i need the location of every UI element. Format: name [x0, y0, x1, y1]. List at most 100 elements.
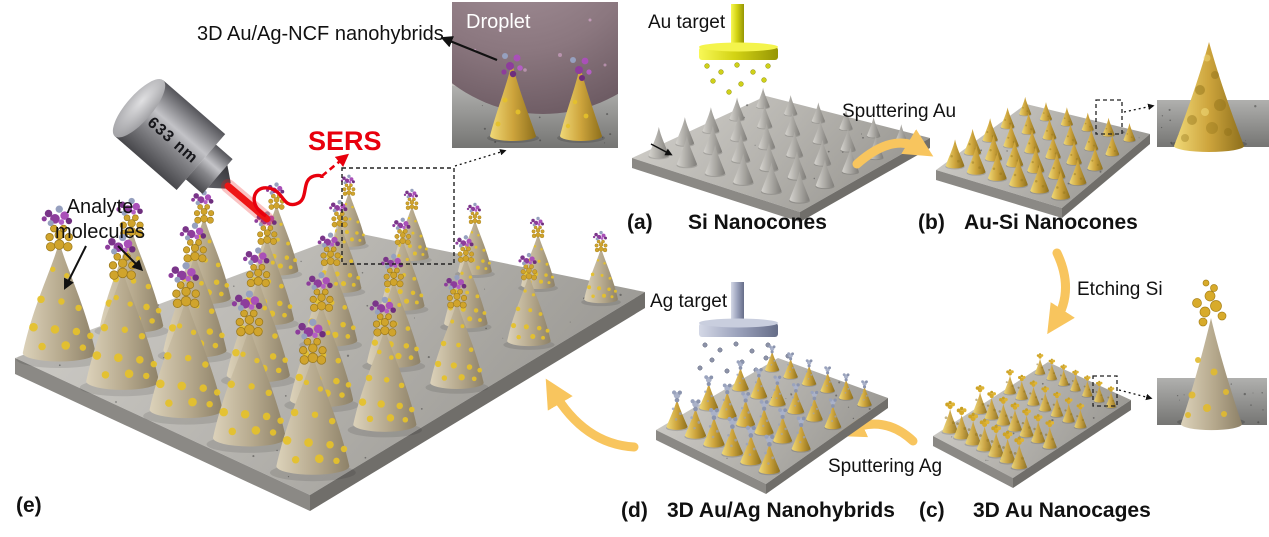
ag-atom — [763, 355, 769, 361]
speckle — [1012, 432, 1015, 435]
panel-c-tag: (c) — [919, 499, 945, 522]
au-atom — [726, 89, 732, 95]
inset-nanocone — [560, 66, 602, 141]
au-atom — [761, 77, 767, 83]
nanocone — [1003, 369, 1017, 396]
ag-atom — [733, 341, 739, 347]
droplet-inset: Droplet — [452, 2, 618, 148]
nanocone — [580, 230, 622, 307]
speckle — [361, 271, 364, 274]
target-disc-top — [699, 42, 778, 52]
inset-connector — [1118, 389, 1153, 401]
speckle — [1006, 150, 1008, 152]
ag-atom — [724, 368, 730, 374]
speckle — [847, 406, 850, 408]
speckle — [1183, 394, 1185, 396]
au-atom — [734, 62, 740, 68]
speckle — [985, 459, 987, 461]
speckle — [1138, 137, 1140, 139]
speckle — [860, 133, 863, 135]
raman-scatter-arrow — [321, 153, 350, 178]
panel-c: (c) 3D Au Nanocages — [919, 279, 1267, 522]
speckle — [609, 133, 612, 136]
analyte-arrow-right — [117, 245, 144, 272]
speckle — [413, 317, 415, 319]
speckle — [1067, 182, 1070, 185]
speckle — [1160, 126, 1163, 129]
speckle — [1092, 416, 1095, 419]
nanocone — [941, 400, 959, 435]
au-target-label: Au target — [648, 12, 726, 33]
slab-left-side — [936, 170, 1062, 218]
speckle — [619, 293, 622, 297]
nanocone-inset — [1157, 42, 1269, 152]
speckle — [1170, 141, 1173, 144]
arrow-a-to-b — [852, 129, 934, 169]
speckle — [1122, 131, 1125, 134]
ag-atom — [749, 348, 755, 354]
speckle — [868, 407, 871, 410]
laser-objective-icon: 633 nm — [112, 79, 233, 194]
speckle — [1230, 383, 1232, 385]
speckle — [427, 356, 430, 359]
speckle — [569, 321, 571, 323]
speckle — [951, 436, 953, 438]
slab-top-face — [936, 104, 1150, 208]
arrow-d-to-e — [545, 378, 639, 452]
speckle — [987, 460, 989, 461]
speckle — [420, 408, 423, 410]
speckle — [1161, 115, 1164, 117]
ag-atom — [697, 365, 703, 371]
slab-right-side — [1062, 134, 1150, 218]
molecule-cluster — [501, 53, 592, 81]
substrate-slab — [936, 104, 1150, 218]
sputtered-au-atoms — [704, 62, 771, 95]
ag-sputter-target-icon — [699, 282, 778, 337]
gold-dots — [1185, 357, 1229, 418]
speckle — [346, 354, 350, 357]
speckle — [300, 260, 302, 263]
panel-d-title: 3D Au/Ag Nanohybrids — [667, 499, 895, 522]
sers-label: SERS — [308, 126, 382, 156]
target-disc-top — [699, 318, 778, 328]
speckle — [1250, 404, 1252, 406]
speckle — [790, 392, 792, 394]
inset-connector — [454, 149, 507, 167]
slab-right-side — [766, 398, 888, 494]
nanocone — [698, 375, 719, 412]
slab-right-side — [1013, 400, 1131, 488]
speckle — [364, 456, 367, 459]
panel-b-tag: (b) — [918, 211, 945, 234]
slab-left-side — [933, 436, 1013, 488]
speckle — [1245, 140, 1246, 142]
droplet-label: Droplet — [466, 11, 531, 33]
panel-e-tag: (e) — [16, 494, 42, 517]
lens-tip — [207, 165, 231, 189]
slab-left-side — [15, 358, 310, 511]
analyte-label-line2: molecules — [55, 221, 145, 243]
speckle — [980, 149, 983, 152]
nanocone — [517, 216, 559, 293]
speckle — [835, 394, 838, 397]
target-stem — [731, 282, 744, 323]
speckle — [602, 137, 604, 139]
speckle — [1169, 119, 1172, 122]
panel-a-title: Si Nanocones — [688, 211, 827, 234]
etching-si-label: Etching Si — [1077, 279, 1163, 300]
magnified-region-box — [1095, 99, 1123, 135]
speckle — [539, 139, 542, 142]
speckle — [726, 457, 728, 459]
speckle — [252, 455, 255, 458]
speckle — [494, 140, 497, 144]
arrow-b-to-c — [1047, 248, 1075, 335]
ag-atom — [702, 342, 708, 348]
lens-step — [185, 144, 233, 194]
gold-dots — [495, 97, 589, 129]
panel-a-tag: (a) — [627, 211, 653, 234]
speckle — [746, 104, 749, 107]
inset-connector — [1123, 103, 1155, 113]
speckle — [813, 177, 816, 180]
speckle — [852, 417, 855, 420]
